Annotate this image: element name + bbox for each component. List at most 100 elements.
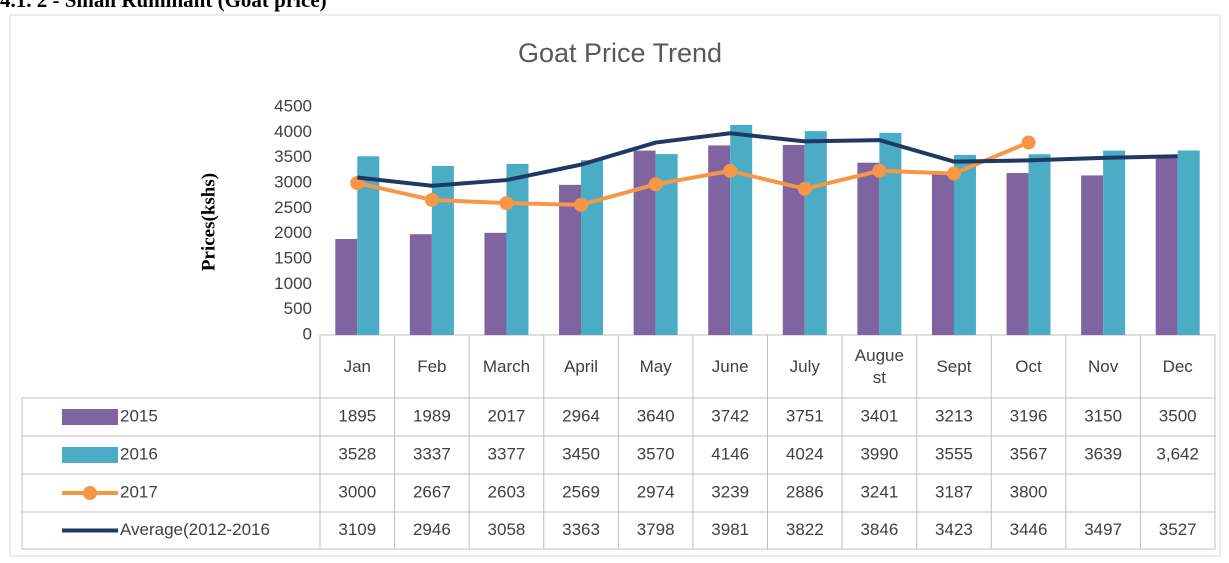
x-tick-label: June xyxy=(711,356,749,376)
table-value: 3446 xyxy=(1010,520,1048,539)
y-tick-label: 3500 xyxy=(274,147,312,166)
table-value: 3363 xyxy=(562,520,600,539)
category-cell: Nov xyxy=(1088,356,1119,376)
category-cell: May xyxy=(640,357,672,376)
y-tick-label: 2500 xyxy=(274,198,312,217)
bar xyxy=(1155,157,1178,335)
category-cell: Feb xyxy=(417,356,447,376)
x-tick-label: Nov xyxy=(1088,356,1119,376)
category-cell: Sept xyxy=(936,357,971,376)
y-tick-label: 500 xyxy=(284,299,312,318)
table-value: 3742 xyxy=(711,406,749,425)
table-value: 3150 xyxy=(1084,406,1122,425)
table-value: 3423 xyxy=(935,520,973,539)
table-value: 3497 xyxy=(1084,520,1122,539)
table-value: 2569 xyxy=(562,482,600,501)
category-cell: April xyxy=(564,356,599,376)
table-value: 3555 xyxy=(935,444,973,463)
legend-label: 2017 xyxy=(120,482,158,501)
legend-label: 2016 xyxy=(120,444,158,463)
y-tick-label: 1500 xyxy=(274,248,312,267)
marker xyxy=(797,181,812,196)
bar xyxy=(1081,175,1104,335)
heading: 4.1. 2 - Small Ruminant (Goat price) xyxy=(0,0,327,12)
table-value: 1989 xyxy=(413,406,451,425)
y-axis-label: Prices(kshs) xyxy=(198,173,219,271)
table-value: 3990 xyxy=(860,444,898,463)
table-value: 3450 xyxy=(562,444,600,463)
x-tick-label: Oct xyxy=(1015,356,1042,376)
table-value: 3213 xyxy=(935,406,973,425)
table-value: 2667 xyxy=(413,482,451,501)
table-value: 3239 xyxy=(711,482,749,501)
bar xyxy=(559,184,582,335)
table-value: 1895 xyxy=(338,406,376,425)
category-cell: July xyxy=(790,357,820,376)
marker xyxy=(946,166,961,181)
bar xyxy=(484,232,507,335)
y-tick-label: 2000 xyxy=(274,223,312,242)
bar xyxy=(335,238,358,335)
table-value: 2603 xyxy=(488,482,526,501)
bar xyxy=(931,172,954,335)
table-value: 2017 xyxy=(488,406,526,425)
table-value: 2886 xyxy=(786,482,824,501)
marker xyxy=(499,196,514,211)
bar xyxy=(1028,154,1051,335)
category-cell: Oct xyxy=(1015,356,1042,376)
bar xyxy=(431,165,454,335)
table-value: 3527 xyxy=(1159,520,1197,539)
table-value: 3196 xyxy=(1010,406,1048,425)
category-cell: March xyxy=(482,356,531,376)
table-value: 4146 xyxy=(711,444,749,463)
line xyxy=(356,140,1030,207)
table-value: 3,642 xyxy=(1156,444,1199,463)
table-value: 3981 xyxy=(711,520,749,539)
table-value: 4024 xyxy=(786,444,824,463)
bar xyxy=(357,156,380,335)
legend-label: Average(2012-2016 xyxy=(120,520,270,539)
table-value: 3800 xyxy=(1010,482,1048,501)
x-tick-label: Feb xyxy=(417,356,447,376)
x-tick-label: Auguest xyxy=(854,345,904,387)
x-tick-label: Dec xyxy=(1162,356,1193,376)
table-value: 3058 xyxy=(488,520,526,539)
bar xyxy=(782,144,805,335)
table-value: 2946 xyxy=(413,520,451,539)
legend-swatch xyxy=(62,447,118,463)
table-value: 2964 xyxy=(562,406,600,425)
bar xyxy=(730,124,753,335)
table-value: 3187 xyxy=(935,482,973,501)
line xyxy=(357,131,1178,188)
bar xyxy=(409,234,432,335)
y-tick-label: 4000 xyxy=(274,122,312,141)
table-value: 3109 xyxy=(338,520,376,539)
category-cell: June xyxy=(711,356,749,376)
x-tick-label: March xyxy=(482,356,531,376)
bar xyxy=(953,154,976,335)
table-value: 3241 xyxy=(860,482,898,501)
legend-marker xyxy=(83,486,97,500)
bar xyxy=(708,145,731,335)
table-value: 3570 xyxy=(637,444,675,463)
table-value: 3401 xyxy=(860,406,898,425)
y-tick-label: 3000 xyxy=(274,172,312,191)
table-value: 3822 xyxy=(786,520,824,539)
table-value: 3751 xyxy=(786,406,824,425)
bar xyxy=(506,163,529,335)
bar xyxy=(879,132,902,335)
bar xyxy=(581,160,604,335)
chart-title: Goat Price Trend xyxy=(518,38,722,68)
table-value: 3640 xyxy=(637,406,675,425)
marker xyxy=(648,177,663,192)
x-tick-label: April xyxy=(564,356,599,376)
y-tick-label: 4500 xyxy=(274,96,312,115)
table-value: 3337 xyxy=(413,444,451,463)
chart-border xyxy=(9,14,1221,557)
marker xyxy=(1021,135,1036,150)
category-cell: Dec xyxy=(1162,356,1193,376)
category-cell: Auguest xyxy=(854,345,904,387)
table-value: 3377 xyxy=(488,444,526,463)
